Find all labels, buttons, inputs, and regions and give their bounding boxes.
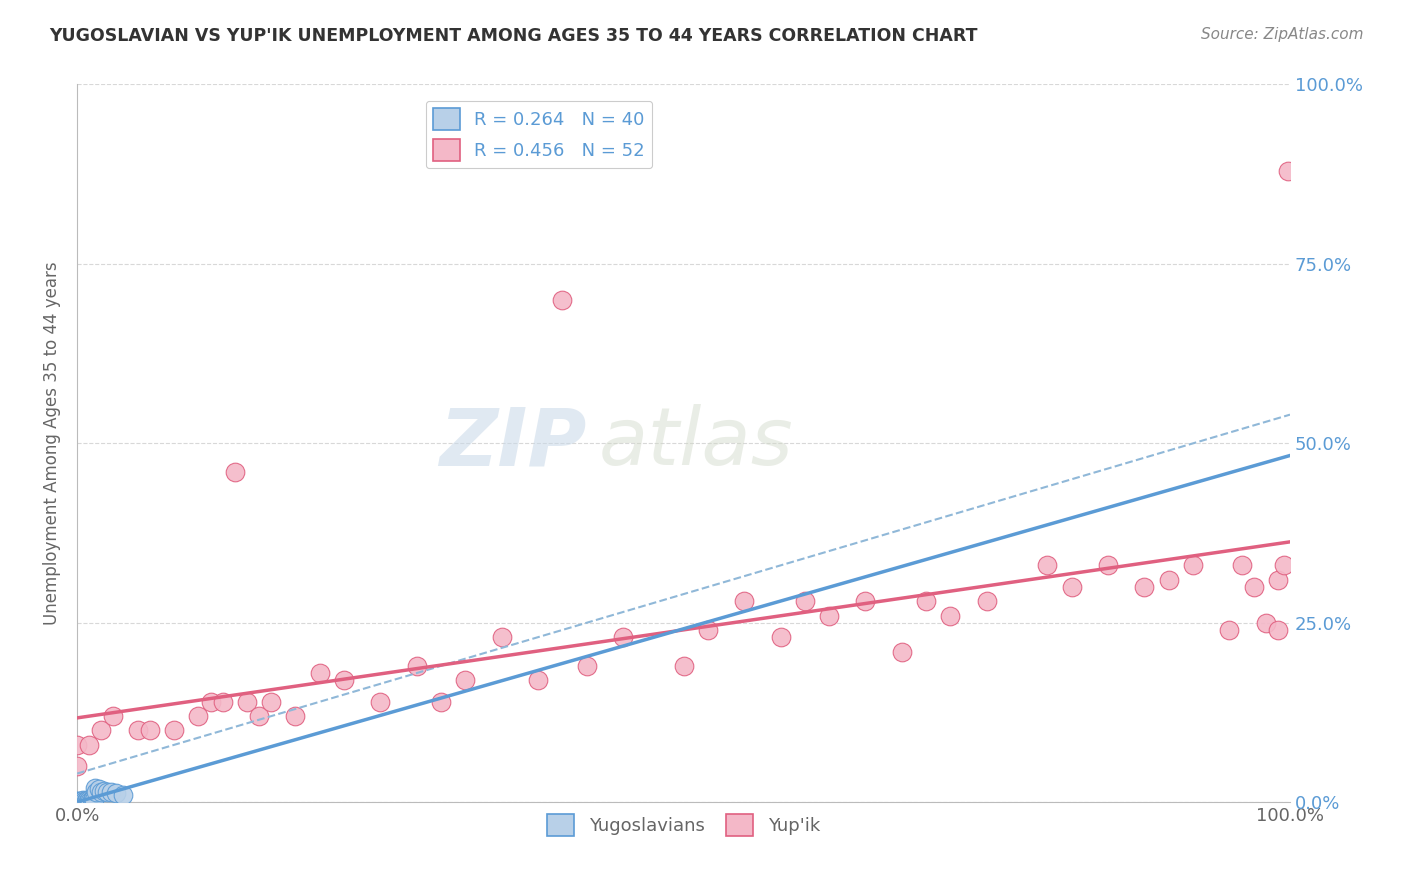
Point: [1267, 623, 1289, 637]
Point: [370, 695, 392, 709]
Point: [66, 795, 89, 809]
Point: [733, 594, 755, 608]
Point: [77, 795, 100, 809]
Point: [247, 709, 270, 723]
Point: [90, 785, 112, 799]
Point: [769, 630, 792, 644]
Point: [77, 793, 100, 807]
Point: [66, 795, 89, 809]
Point: [66, 794, 89, 808]
Point: [96, 784, 118, 798]
Point: [1097, 558, 1119, 573]
Point: [1272, 558, 1295, 573]
Point: [87, 782, 110, 797]
Point: [72, 795, 94, 809]
Point: [80, 793, 103, 807]
Point: [66, 794, 89, 808]
Point: [69, 795, 91, 809]
Point: [75, 794, 97, 808]
Point: [77, 738, 100, 752]
Point: [890, 644, 912, 658]
Point: [86, 784, 108, 798]
Point: [69, 794, 91, 808]
Point: [66, 738, 89, 752]
Point: [405, 659, 427, 673]
Y-axis label: Unemployment Among Ages 35 to 44 years: Unemployment Among Ages 35 to 44 years: [44, 261, 60, 625]
Point: [70, 794, 93, 808]
Point: [1243, 580, 1265, 594]
Point: [83, 793, 105, 807]
Text: ZIP: ZIP: [439, 404, 586, 483]
Point: [66, 795, 89, 809]
Point: [672, 659, 695, 673]
Point: [1267, 573, 1289, 587]
Point: [104, 786, 127, 800]
Text: atlas: atlas: [599, 404, 793, 483]
Point: [696, 623, 718, 637]
Point: [1218, 623, 1240, 637]
Point: [66, 795, 89, 809]
Point: [163, 723, 186, 738]
Point: [1060, 580, 1083, 594]
Point: [66, 795, 89, 809]
Point: [236, 695, 259, 709]
Point: [818, 608, 841, 623]
Point: [491, 630, 513, 644]
Point: [66, 795, 89, 809]
Point: [127, 723, 149, 738]
Point: [72, 793, 94, 807]
Point: [84, 780, 107, 795]
Point: [976, 594, 998, 608]
Point: [855, 594, 877, 608]
Point: [308, 666, 330, 681]
Point: [76, 793, 98, 807]
Point: [187, 709, 209, 723]
Point: [69, 795, 91, 809]
Point: [69, 795, 91, 809]
Point: [1133, 580, 1156, 594]
Point: [73, 794, 96, 808]
Point: [73, 795, 96, 809]
Point: [103, 709, 125, 723]
Point: [224, 465, 246, 479]
Point: [260, 695, 283, 709]
Point: [139, 723, 162, 738]
Point: [77, 794, 100, 808]
Point: [1277, 163, 1299, 178]
Point: [200, 695, 222, 709]
Legend: Yugoslavians, Yup'ik: Yugoslavians, Yup'ik: [540, 807, 827, 844]
Text: YUGOSLAVIAN VS YUP'IK UNEMPLOYMENT AMONG AGES 35 TO 44 YEARS CORRELATION CHART: YUGOSLAVIAN VS YUP'IK UNEMPLOYMENT AMONG…: [49, 27, 977, 45]
Point: [90, 723, 112, 738]
Point: [1157, 573, 1180, 587]
Point: [939, 608, 962, 623]
Text: Source: ZipAtlas.com: Source: ZipAtlas.com: [1201, 27, 1364, 42]
Point: [79, 794, 101, 808]
Point: [72, 794, 94, 808]
Point: [93, 784, 115, 798]
Point: [69, 794, 91, 808]
Point: [82, 792, 104, 806]
Point: [793, 594, 815, 608]
Point: [430, 695, 453, 709]
Point: [70, 795, 93, 809]
Point: [575, 659, 598, 673]
Point: [612, 630, 634, 644]
Point: [100, 785, 122, 799]
Point: [1181, 558, 1204, 573]
Point: [66, 759, 89, 773]
Point: [527, 673, 550, 688]
Point: [284, 709, 307, 723]
Point: [551, 293, 574, 307]
Point: [1230, 558, 1253, 573]
Point: [211, 695, 233, 709]
Point: [915, 594, 938, 608]
Point: [66, 795, 89, 809]
Point: [1036, 558, 1059, 573]
Point: [66, 795, 89, 809]
Point: [333, 673, 356, 688]
Point: [1254, 615, 1277, 630]
Point: [454, 673, 477, 688]
Point: [112, 788, 135, 802]
